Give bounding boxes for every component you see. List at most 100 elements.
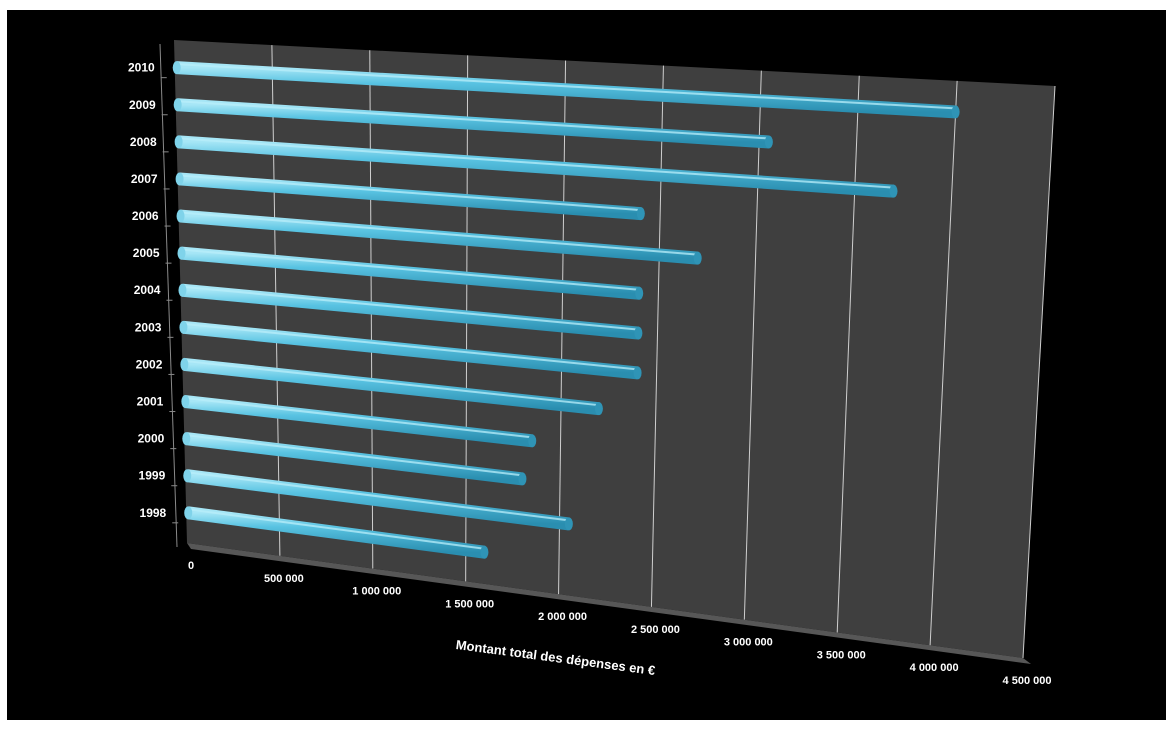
bar xyxy=(175,172,645,221)
bar-cap-start xyxy=(181,395,190,409)
bar-body xyxy=(178,135,894,198)
bar-highlight xyxy=(176,63,956,110)
bar-cap-start xyxy=(172,61,181,75)
chart-canvas: 2010 2009 2008 2007 2006 2005 2004 2003 2002 2001… xyxy=(7,10,1166,720)
bars xyxy=(172,61,960,559)
bar xyxy=(177,246,644,300)
y-tick-label: 2009 xyxy=(129,98,156,112)
bar-highlight xyxy=(185,397,533,439)
x-tick-label: 500 000 xyxy=(264,573,304,585)
bar-highlight xyxy=(181,248,640,291)
bar-body xyxy=(181,283,640,340)
bar-cap-end xyxy=(636,207,645,221)
bar-body xyxy=(176,61,956,119)
bar-cap-end xyxy=(518,472,527,486)
bar xyxy=(179,320,642,380)
bar-highlight xyxy=(184,359,600,407)
y-tick-label: 2000 xyxy=(138,432,165,446)
bar-cap-end xyxy=(634,326,643,340)
y-tick-label: 2007 xyxy=(131,172,158,186)
bar-body xyxy=(186,469,570,531)
gridline xyxy=(743,70,762,620)
y-tick-label: 2001 xyxy=(137,395,164,409)
bar-cap-end xyxy=(480,545,489,559)
bar xyxy=(174,135,898,198)
bar-cap-end xyxy=(889,184,898,198)
bar-cap-start xyxy=(179,320,188,334)
bar-highlight xyxy=(183,322,638,371)
y-tick-label: 2010 xyxy=(128,61,155,75)
bar xyxy=(180,357,603,416)
bar-highlight xyxy=(182,285,639,331)
bar-cap-end xyxy=(693,251,702,265)
gridline xyxy=(1022,85,1056,659)
bar-cap-end xyxy=(564,517,573,531)
bar-cap-start xyxy=(180,357,189,371)
bar-body xyxy=(179,172,642,221)
bar-cap-start xyxy=(173,98,182,112)
bar-highlight xyxy=(177,100,769,140)
bar-cap-end xyxy=(594,402,603,416)
x-axis-title: Montant total des dépenses en € xyxy=(455,637,656,678)
y-tick-label: 1999 xyxy=(139,469,166,483)
bar-cap-start xyxy=(174,135,183,149)
x-tick-label: 3 500 000 xyxy=(817,649,866,661)
y-tick-label: 2004 xyxy=(134,283,161,297)
bar-cap-start xyxy=(184,506,193,520)
bar-cap-start xyxy=(177,246,186,260)
bar-cap-end xyxy=(528,434,537,448)
bar-highlight xyxy=(188,508,485,550)
bar-cap-end xyxy=(635,286,644,300)
bar-cap-end xyxy=(764,135,773,149)
x-tick-label: 1 000 000 xyxy=(352,586,401,598)
bar-cap-end xyxy=(951,105,960,119)
bar-highlight xyxy=(187,471,569,522)
bar xyxy=(182,432,527,486)
bar-highlight xyxy=(179,174,641,212)
bar-cap-start xyxy=(176,209,185,223)
bar xyxy=(172,61,960,119)
y-tick-label: 2006 xyxy=(132,209,159,223)
y-tick-label: 1998 xyxy=(140,506,167,520)
x-tick-label: 0 xyxy=(188,560,194,572)
bar xyxy=(181,395,537,448)
bar-body xyxy=(184,395,533,448)
bar xyxy=(184,506,489,559)
bar-chart: 2010 2009 2008 2007 2006 2005 2004 2003 2002 2001… xyxy=(128,40,1056,687)
y-axis: 2010 2009 2008 2007 2006 2005 2004 2003 2002 2001… xyxy=(128,61,179,524)
bar xyxy=(183,469,573,531)
bar-body xyxy=(180,246,640,300)
x-tick-label: 3 000 000 xyxy=(724,637,773,649)
bar xyxy=(178,283,643,340)
x-tick-label: 4 000 000 xyxy=(910,662,959,674)
bar-highlight xyxy=(186,434,523,477)
y-tick-label: 2008 xyxy=(130,135,157,149)
gridline xyxy=(650,65,664,607)
x-tick-label: 2 000 000 xyxy=(538,611,587,623)
bar-cap-start xyxy=(183,469,192,483)
gridline xyxy=(929,80,958,646)
bar-cap-start xyxy=(175,172,184,186)
bar-cap-start xyxy=(178,283,187,297)
x-tick-label: 2 500 000 xyxy=(631,624,680,636)
x-axis: 0 500 000 1 000 000 1 500 000 2 000 000 2 500… xyxy=(188,560,1052,687)
bar-cap-start xyxy=(182,432,191,446)
y-tick-label: 2005 xyxy=(133,246,160,260)
x-tick-label: 4 500 000 xyxy=(1003,675,1052,687)
x-tick-label: 1 500 000 xyxy=(445,598,494,610)
bar-body xyxy=(187,506,486,559)
bar-body xyxy=(183,357,600,416)
bar-cap-end xyxy=(633,366,642,380)
y-tick-label: 2003 xyxy=(135,320,162,334)
bar-body xyxy=(177,98,770,149)
plot-floor xyxy=(187,543,1031,664)
y-tick-label: 2002 xyxy=(136,357,163,371)
bar xyxy=(176,209,702,265)
bar-highlight xyxy=(180,211,698,256)
bar-body xyxy=(185,432,524,486)
bar-body xyxy=(180,209,699,265)
bar-body xyxy=(182,320,639,380)
gridline xyxy=(836,75,860,633)
bar xyxy=(173,98,773,149)
bar-highlight xyxy=(178,137,894,189)
